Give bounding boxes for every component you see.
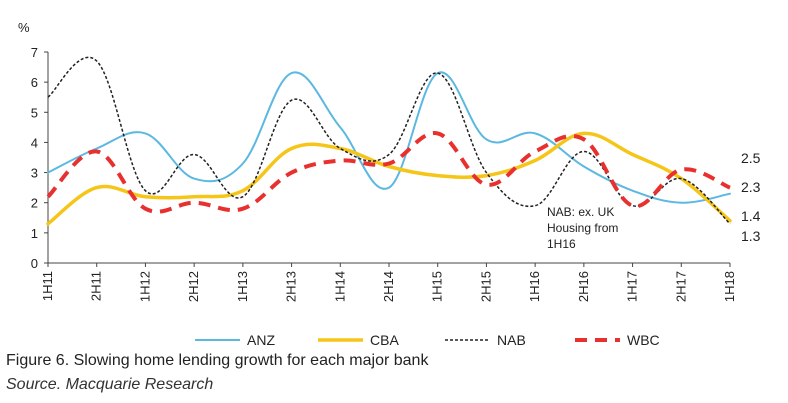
x-tick-label: 1H12 [137, 271, 152, 302]
x-tick-label: 1H14 [332, 271, 347, 302]
x-tick-label: 2H17 [673, 271, 688, 302]
y-axis-unit-label: % [18, 20, 30, 35]
x-axis-ticks: 1H11 2H11 1H12 2H12 1H13 2H13 1H14 2H14 1H15 2H15… [40, 263, 737, 302]
end-value-label: 2.5 [741, 150, 761, 166]
line-chart: % 0 1 2 3 4 5 6 7 1H11 2H11 1H12 2H12 1H13 2H13 1H14 2… [18, 20, 761, 348]
x-tick-label: 2H13 [284, 271, 299, 302]
x-tick-label: 1H11 [40, 271, 55, 301]
series-line-anz [47, 71, 731, 204]
y-axis-ticks: 0 1 2 3 4 5 6 7 [31, 45, 48, 271]
x-tick-label: 1H16 [527, 271, 542, 302]
x-tick-label: 1H18 [722, 271, 737, 302]
legend-label-wbc: WBC [627, 332, 660, 348]
y-tick-label: 2 [31, 196, 38, 211]
legend-label-cba: CBA [370, 332, 399, 348]
series-lines [46, 56, 732, 226]
series-line-nab [47, 56, 731, 225]
x-tick-label: 2H12 [186, 271, 201, 302]
x-tick-label: 2H11 [89, 271, 104, 301]
end-value-label: 1.4 [741, 208, 761, 224]
y-tick-label: 0 [31, 256, 38, 271]
y-tick-label: 6 [31, 75, 38, 90]
x-tick-label: 1H13 [235, 271, 250, 302]
end-value-labels: 2.5 2.3 1.4 1.3 [741, 150, 761, 244]
nab-annotation: NAB: ex. UK Housing from 1H16 [547, 205, 618, 251]
legend-label-nab: NAB [497, 332, 526, 348]
x-tick-label: 1H15 [430, 271, 445, 302]
y-tick-label: 4 [31, 135, 38, 150]
annotation-line: NAB: ex. UK [547, 205, 614, 219]
annotation-line: Housing from [547, 221, 618, 235]
figure-caption: Figure 6. Slowing home lending growth fo… [6, 352, 429, 369]
x-tick-label: 2H14 [381, 271, 396, 302]
end-value-label: 2.3 [741, 179, 761, 195]
y-tick-label: 5 [31, 105, 38, 120]
y-tick-label: 1 [31, 226, 38, 241]
source-note: Source. Macquarie Research [6, 376, 214, 393]
series-line-wbc [46, 131, 731, 214]
x-tick-label: 1H17 [625, 271, 640, 302]
end-value-label: 1.3 [741, 228, 761, 244]
x-tick-label: 2H15 [478, 271, 493, 302]
annotation-line: 1H16 [547, 237, 576, 251]
series-line-cba [46, 131, 732, 226]
x-tick-label: 2H16 [576, 271, 591, 302]
chart-axes: % [18, 20, 730, 264]
legend-label-anz: ANZ [247, 332, 275, 348]
y-tick-label: 3 [31, 166, 38, 181]
y-tick-label: 7 [31, 45, 38, 60]
chart-legend: ANZ CBA NAB WBC [195, 332, 660, 348]
